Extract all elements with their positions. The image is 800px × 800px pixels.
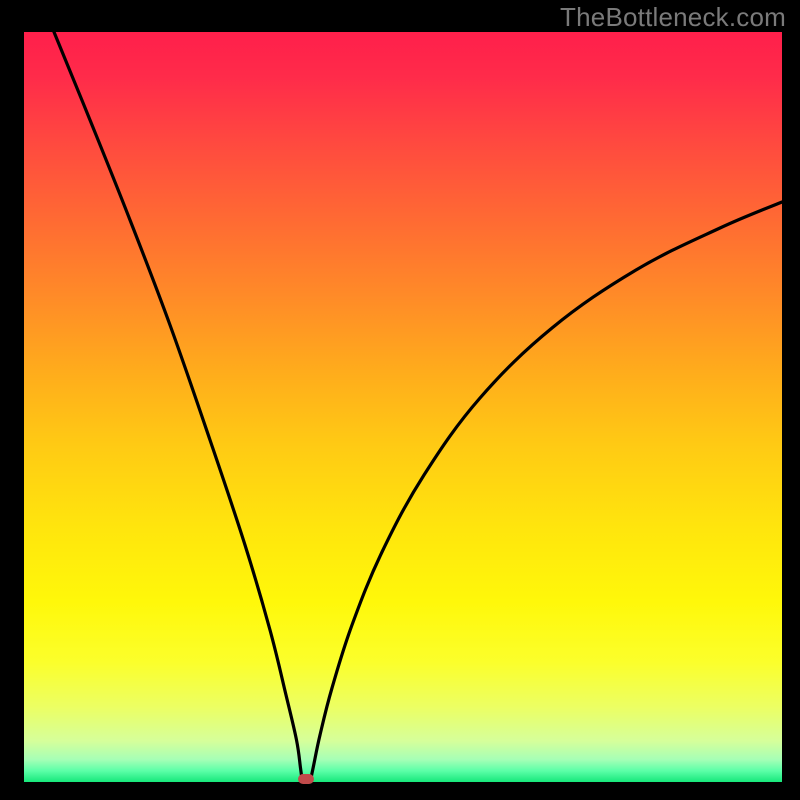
- optimal-point-marker: [298, 774, 314, 784]
- curve-right-branch: [311, 202, 782, 778]
- curve-left-branch: [54, 32, 302, 778]
- chart-container: TheBottleneck.com: [0, 0, 800, 800]
- bottleneck-curve: [0, 0, 800, 800]
